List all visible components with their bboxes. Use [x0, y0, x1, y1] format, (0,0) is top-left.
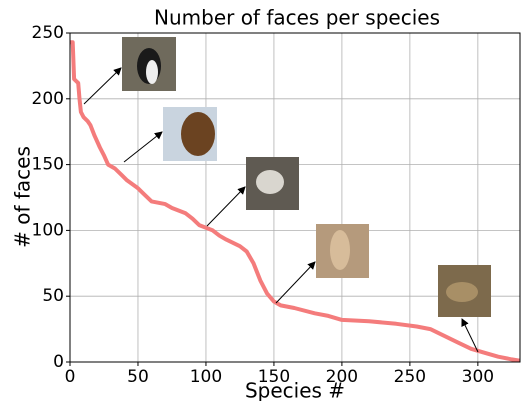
y-tick-label: 250: [32, 23, 64, 43]
data-line: [70, 40, 521, 363]
y-tick-label: 100: [32, 220, 64, 240]
y-tick-label: 0: [53, 352, 64, 372]
thumbnail-detail: [256, 170, 284, 194]
x-tick-label: 200: [326, 367, 358, 387]
x-axis-label: Species #: [245, 379, 345, 402]
thumbnail-detail: [446, 282, 478, 302]
plot: [70, 40, 521, 363]
x-tick-label: 100: [190, 367, 222, 387]
arrow: [123, 131, 163, 163]
y-tick-label: 150: [32, 155, 64, 175]
arrow: [206, 186, 246, 227]
x-tick-label: 250: [394, 367, 426, 387]
plot-frame: [69, 32, 521, 363]
thumbnail-detail: [330, 230, 350, 270]
x-tick-label: 0: [65, 367, 76, 387]
x-tick-label: 50: [127, 367, 149, 387]
y-tick-label: 50: [42, 286, 64, 306]
chart-title: Number of faces per species: [154, 6, 440, 30]
arrow: [275, 261, 316, 304]
y-tick-label: 200: [32, 89, 64, 109]
thumbnail-detail: [146, 60, 158, 84]
x-tick-label: 300: [462, 367, 494, 387]
thumbnail-detail: [181, 112, 215, 156]
arrow: [461, 318, 479, 353]
x-tick-label: 150: [258, 367, 290, 387]
arrows: [83, 67, 479, 353]
thumbnails: [122, 37, 491, 317]
arrow: [83, 67, 122, 105]
y-axis-label: # of faces: [11, 146, 35, 248]
